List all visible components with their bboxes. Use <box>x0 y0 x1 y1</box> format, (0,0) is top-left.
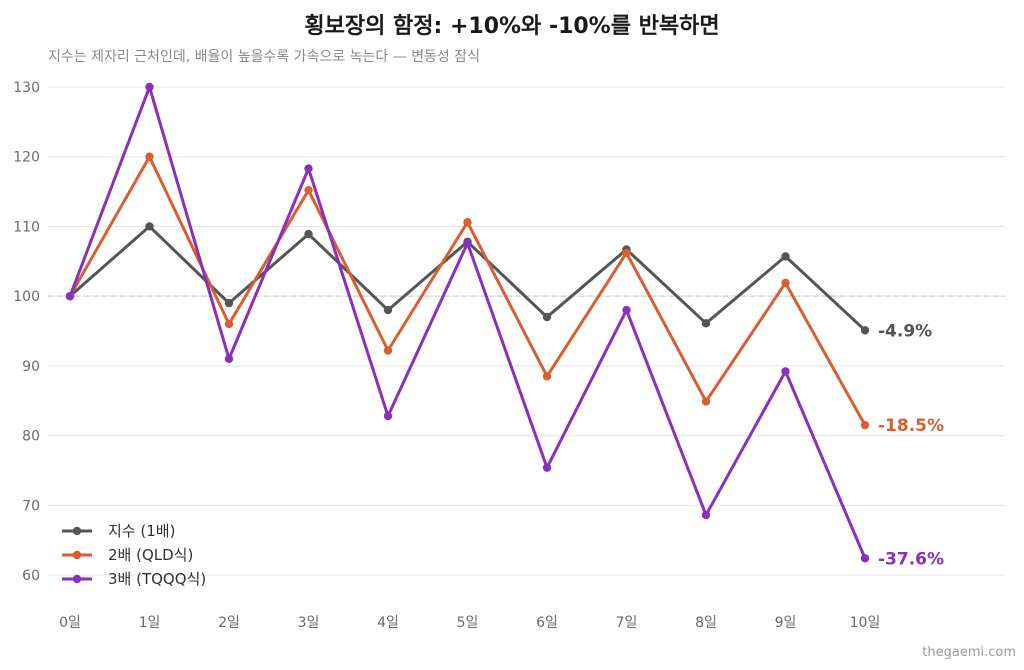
data-point <box>542 312 552 322</box>
data-point <box>383 305 393 315</box>
data-point <box>463 218 472 227</box>
legend-swatch-marker <box>72 550 82 560</box>
legend-label: 3배 (TQQQ식) <box>108 570 206 588</box>
x-tick-label: 4일 <box>377 615 399 631</box>
watermark: thegaemi.com <box>922 645 1016 660</box>
series-line <box>68 85 867 559</box>
y-tick-label: 100 <box>13 289 40 305</box>
legend-swatch-marker <box>72 574 82 584</box>
data-point <box>383 411 393 421</box>
y-tick-label: 60 <box>22 568 40 584</box>
data-point <box>860 420 870 430</box>
data-point <box>224 319 234 329</box>
chart-subtitle: 지수는 제자리 근처인데, 배율이 높을수록 가속으로 녹는다 — 변동성 잠식 <box>48 49 481 65</box>
x-tick-label: 5일 <box>457 615 479 631</box>
chart-title: 횡보장의 함정: +10%와 -10%를 반복하면 <box>304 14 720 39</box>
end-label: -37.6% <box>878 549 944 569</box>
data-point <box>145 222 154 231</box>
series-3 <box>65 82 870 563</box>
y-tick-label: 80 <box>22 429 40 445</box>
x-tick-label: 1일 <box>139 615 161 631</box>
data-point <box>145 82 154 92</box>
x-axis-ticks: 0일 1일 2일 3일 4일 5일 6일 7일 8일 9일 10일 <box>59 615 880 631</box>
data-point <box>701 397 711 406</box>
y-axis-ticks: 60 70 80 90 100 110 120 130 <box>13 80 40 584</box>
x-tick-label: 7일 <box>616 615 638 631</box>
y-tick-label: 130 <box>13 80 40 96</box>
data-point <box>224 354 234 364</box>
y-tick-label: 110 <box>13 219 40 235</box>
data-point <box>542 463 552 472</box>
data-point <box>463 238 472 248</box>
data-point <box>383 346 393 355</box>
data-point <box>304 229 313 239</box>
y-tick-label: 90 <box>22 359 40 375</box>
x-tick-label: 10일 <box>850 615 881 631</box>
series-2 <box>65 152 870 430</box>
x-tick-label: 0일 <box>59 615 81 631</box>
legend-label: 2배 (QLD식) <box>108 546 193 564</box>
end-label: -4.9% <box>878 321 932 341</box>
x-tick-label: 9일 <box>775 615 797 631</box>
y-tick-label: 70 <box>22 498 40 514</box>
data-point <box>65 291 75 301</box>
data-point <box>701 319 711 328</box>
data-point <box>145 152 154 161</box>
legend: 지수 (1배) 2배 (QLD식) 3배 (TQQQ식) <box>62 522 206 588</box>
data-point <box>622 305 631 315</box>
data-point <box>304 164 313 173</box>
legend-swatch-marker <box>72 526 82 536</box>
end-label: -18.5% <box>878 416 944 436</box>
data-point <box>542 372 552 381</box>
series-layer <box>65 82 870 563</box>
x-tick-label: 6일 <box>536 615 558 631</box>
legend-item: 2배 (QLD식) <box>62 546 193 564</box>
x-tick-label: 2일 <box>218 615 240 631</box>
data-point <box>224 298 234 308</box>
data-point <box>701 510 711 520</box>
data-point <box>860 326 870 335</box>
legend-item: 3배 (TQQQ식) <box>62 570 206 588</box>
data-point <box>781 252 790 261</box>
data-point <box>304 185 313 195</box>
legend-label: 지수 (1배) <box>108 522 175 540</box>
data-point <box>781 278 790 288</box>
end-labels: -4.9% -18.5% -37.6% <box>878 321 944 569</box>
y-tick-label: 120 <box>13 150 40 166</box>
x-tick-label: 8일 <box>695 615 717 631</box>
data-point <box>781 367 790 376</box>
x-tick-label: 3일 <box>298 615 320 631</box>
data-point <box>860 554 870 563</box>
legend-item: 지수 (1배) <box>62 522 175 540</box>
data-point <box>622 248 631 258</box>
